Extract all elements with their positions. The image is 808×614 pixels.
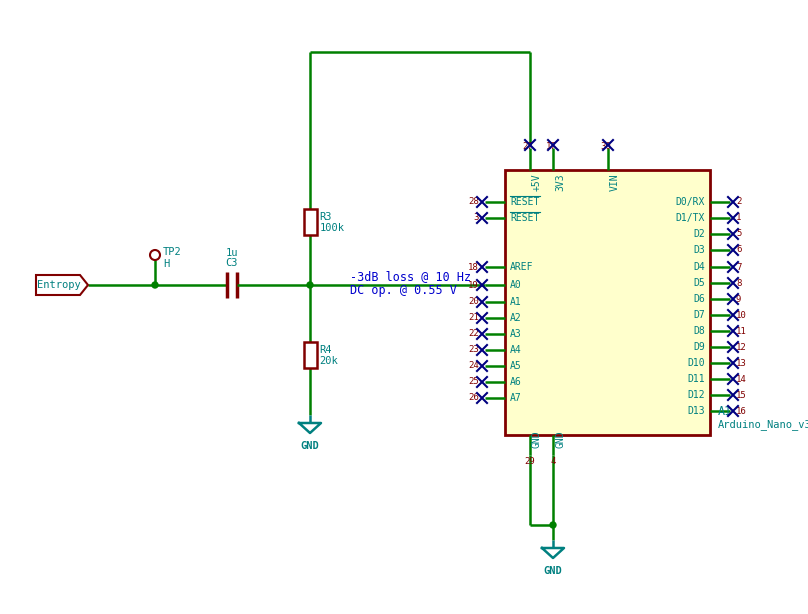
Text: D7: D7 xyxy=(693,310,705,320)
Text: 14: 14 xyxy=(736,375,747,384)
Text: 25: 25 xyxy=(469,378,479,386)
Text: D8: D8 xyxy=(693,326,705,336)
Text: 16: 16 xyxy=(736,406,747,416)
Text: D10: D10 xyxy=(688,358,705,368)
Text: D1/TX: D1/TX xyxy=(675,213,705,223)
Text: RESET: RESET xyxy=(510,197,540,207)
Polygon shape xyxy=(36,275,88,295)
Text: 2: 2 xyxy=(736,198,742,206)
Text: D5: D5 xyxy=(693,278,705,288)
Text: 18: 18 xyxy=(469,263,479,271)
Text: -3dB loss @ 10 Hz: -3dB loss @ 10 Hz xyxy=(350,270,471,283)
Text: D13: D13 xyxy=(688,406,705,416)
Text: 100k: 100k xyxy=(319,223,344,233)
Text: 29: 29 xyxy=(524,457,536,466)
Text: 11: 11 xyxy=(736,327,747,335)
Text: A0: A0 xyxy=(510,280,522,290)
Text: C3: C3 xyxy=(225,258,238,268)
Text: 13: 13 xyxy=(736,359,747,368)
Text: 28: 28 xyxy=(469,198,479,206)
Text: 4: 4 xyxy=(550,457,556,466)
Text: A1: A1 xyxy=(510,297,522,307)
Text: 22: 22 xyxy=(469,330,479,338)
Text: GND: GND xyxy=(301,441,319,451)
Text: 24: 24 xyxy=(469,362,479,370)
Text: A2: A2 xyxy=(510,313,522,323)
Text: A3: A3 xyxy=(510,329,522,339)
Text: GND: GND xyxy=(532,430,542,448)
Text: TP2: TP2 xyxy=(163,247,182,257)
Text: R4: R4 xyxy=(319,345,332,355)
Text: 3V3: 3V3 xyxy=(555,173,565,190)
Text: 26: 26 xyxy=(469,394,479,403)
Text: 15: 15 xyxy=(736,391,747,400)
Text: 6: 6 xyxy=(736,246,742,254)
Text: A7: A7 xyxy=(510,393,522,403)
Circle shape xyxy=(550,522,556,528)
Text: DC op. @ 0.55 V: DC op. @ 0.55 V xyxy=(350,284,457,297)
Text: 1: 1 xyxy=(736,214,742,222)
Text: D11: D11 xyxy=(688,374,705,384)
Text: D6: D6 xyxy=(693,294,705,304)
Text: D9: D9 xyxy=(693,342,705,352)
Text: 21: 21 xyxy=(469,314,479,322)
Text: 20k: 20k xyxy=(319,356,339,366)
Text: GND: GND xyxy=(544,566,562,576)
Text: 3: 3 xyxy=(473,214,479,222)
Text: RESET: RESET xyxy=(510,213,540,223)
Text: R3: R3 xyxy=(319,212,332,222)
Text: A1: A1 xyxy=(718,405,732,418)
Text: H: H xyxy=(163,259,169,269)
Text: D0/RX: D0/RX xyxy=(675,197,705,207)
Text: 30: 30 xyxy=(600,142,612,151)
Text: 10: 10 xyxy=(736,311,747,319)
Text: A4: A4 xyxy=(510,345,522,355)
Text: D3: D3 xyxy=(693,245,705,255)
Text: +5V: +5V xyxy=(532,173,542,190)
Text: A6: A6 xyxy=(510,377,522,387)
Text: 5: 5 xyxy=(736,230,742,238)
Text: 9: 9 xyxy=(736,295,742,303)
Text: D12: D12 xyxy=(688,390,705,400)
Text: A5: A5 xyxy=(510,361,522,371)
Bar xyxy=(304,342,317,368)
Text: 27: 27 xyxy=(523,142,533,151)
Bar xyxy=(304,209,317,235)
Text: 20: 20 xyxy=(469,298,479,306)
Text: GND: GND xyxy=(555,430,565,448)
Text: AREF: AREF xyxy=(510,262,533,272)
Text: Arduino_Nano_v3.x: Arduino_Nano_v3.x xyxy=(718,419,808,430)
Text: VIN: VIN xyxy=(610,173,620,190)
Text: Entropy: Entropy xyxy=(37,280,81,290)
Circle shape xyxy=(152,282,158,288)
Text: D4: D4 xyxy=(693,262,705,272)
Circle shape xyxy=(150,250,160,260)
Text: D2: D2 xyxy=(693,229,705,239)
Text: 17: 17 xyxy=(545,142,557,151)
Text: 8: 8 xyxy=(736,279,742,287)
Text: 23: 23 xyxy=(469,346,479,354)
Text: 12: 12 xyxy=(736,343,747,351)
Text: 1u: 1u xyxy=(225,248,238,258)
Bar xyxy=(505,170,710,435)
Circle shape xyxy=(307,282,313,288)
Text: 19: 19 xyxy=(469,281,479,289)
Text: 7: 7 xyxy=(736,263,742,271)
